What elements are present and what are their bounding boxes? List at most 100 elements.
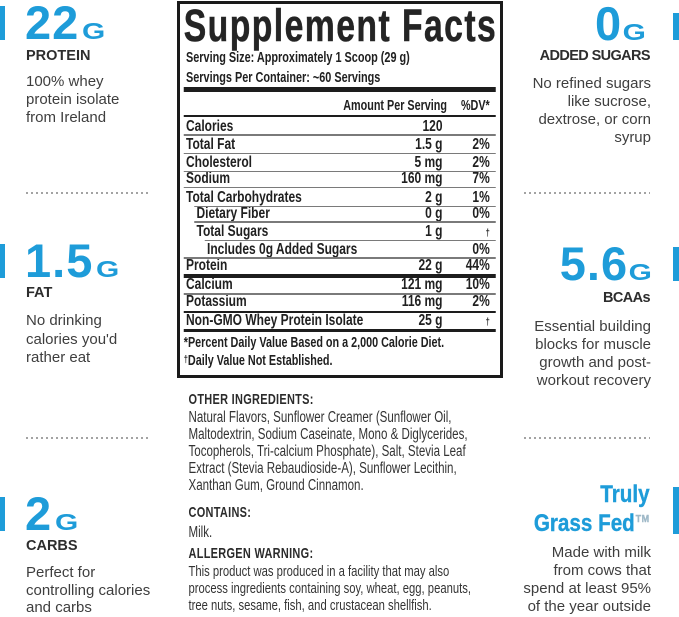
nutrient-dv: 1% <box>472 189 490 207</box>
description-line: and carbs <box>26 598 92 616</box>
table-row: Potassium 116 mg 2% <box>180 294 500 311</box>
callout-number: 1.5 <box>25 233 94 287</box>
column-header-dv: %DV* <box>460 98 490 114</box>
cropped-number-fragment <box>673 13 679 40</box>
table-row: Total Sugars 1 g † <box>180 222 500 241</box>
divider-rule <box>183 134 496 136</box>
table-row: Calcium 121 mg 10% <box>180 275 500 294</box>
nutrient-amount: 5 mg <box>414 153 443 171</box>
callout-description: Made with milk from cows that spend at l… <box>523 544 651 616</box>
nutrient-dv: † <box>485 228 490 240</box>
callout-number: 2 <box>25 486 53 540</box>
callout-unit: G <box>622 18 646 45</box>
callout-label: CARBS <box>26 537 78 554</box>
ingredients-line: Extract (Stevia Rebaudioside-A), Sunflow… <box>188 459 457 477</box>
divider-rule <box>183 114 496 117</box>
callout-label: BCAAs <box>603 289 651 306</box>
allergen-line: tree nuts, sesame, fish, and crustacean … <box>188 596 432 614</box>
other-ingredients-text: Natural Flavors, Sunflower Creamer (Sunf… <box>189 409 468 494</box>
nutrient-amount: 160 mg <box>401 170 443 188</box>
callout-description: Essential building blocks for muscle gro… <box>534 318 651 390</box>
serving-size: Serving Size: Approximately 1 Scoop (29 … <box>186 49 410 66</box>
nutrient-name: Cholesterol <box>186 153 253 171</box>
description-line: calories you'd <box>26 330 118 348</box>
callout-description: No drinking calories you'd rather eat <box>26 312 117 368</box>
nutrient-amount: 0 g <box>425 205 443 223</box>
callout-unit: G <box>55 508 79 535</box>
nutrient-amount: 120 <box>422 117 443 135</box>
description-line: workout recovery <box>536 372 651 390</box>
allergen-line: This product was produced in a facility … <box>188 562 450 580</box>
column-header-amount: Amount Per Serving <box>343 98 447 114</box>
ingredients-sections: OTHER INGREDIENTS: Natural Flavors, Sunf… <box>187 0 577 617</box>
divider-rule <box>183 186 496 188</box>
footnote-dagger: †Daily Value Not Established. <box>184 354 333 368</box>
nutrient-name: Calcium <box>186 275 233 293</box>
callout-label: ADDED SUGARS <box>539 47 651 64</box>
panel-content: Supplement Facts Serving Size: Approxima… <box>180 0 500 375</box>
nutrient-name: Dietary Fiber <box>196 205 270 223</box>
nutrient-name: Total Sugars <box>196 222 269 240</box>
description-line: Essential building <box>534 318 651 336</box>
table-row: Includes 0g Added Sugars 0% <box>180 240 500 259</box>
nutrient-amount: 121 mg <box>401 275 443 293</box>
table-row: Cholesterol 5 mg 2% <box>180 153 500 172</box>
allergen-line: process ingredients containing soy, whea… <box>188 579 471 597</box>
cropped-number-fragment <box>0 243 5 278</box>
divider-rule <box>194 221 496 223</box>
ingredients-line: Tocopherols, Tri-calcium Phosphate), Sal… <box>188 442 466 460</box>
callout-description: No refined sugars like sucrose, dextrose… <box>533 75 651 147</box>
callout-value: 5.6G <box>560 240 652 287</box>
cropped-number-fragment <box>0 496 5 531</box>
nutrient-name: Non-GMO Whey Protein Isolate <box>186 311 364 329</box>
trademark-symbol: TM <box>636 513 650 526</box>
description-line: dextrose, or corn <box>538 110 651 128</box>
callout-description: 100% whey protein isolate from Ireland <box>26 73 119 127</box>
nutrient-amount: 2 g <box>425 189 443 207</box>
ingredients-line: Maltodextrin, Sodium Caseinate, Mono & D… <box>188 425 468 443</box>
description-line: No refined sugars <box>532 74 651 92</box>
thick-divider <box>183 86 496 92</box>
footnote-dagger-text: Daily Value Not Established. <box>187 353 333 370</box>
dotted-separator <box>524 192 650 194</box>
table-row: Non-GMO Whey Protein Isolate 25 g † <box>180 311 500 330</box>
nutrient-name: Sodium <box>186 170 231 188</box>
description-line: blocks for muscle <box>535 336 651 354</box>
contains-text: Milk. <box>188 523 213 541</box>
nutrient-dv: 10% <box>465 275 490 293</box>
description-line: syrup <box>614 128 651 146</box>
nutrient-name: Includes 0g Added Sugars <box>207 240 358 258</box>
ingredients-line: Xanthan Gum, Ground Cinnamon. <box>188 476 364 494</box>
nutrient-dv: 2% <box>472 153 490 171</box>
divider-rule <box>183 257 496 259</box>
callout-number: 0 <box>594 0 623 50</box>
cropped-number-fragment <box>673 247 679 281</box>
divider-rule <box>183 293 496 295</box>
nutrient-dv: 0% <box>472 205 490 223</box>
callout-value: 1.5 G <box>25 233 120 287</box>
description-line: rather eat <box>26 349 91 366</box>
nutrient-dv: 7% <box>472 170 490 188</box>
callout-number: 22 <box>25 0 80 50</box>
servings-per-container: Servings Per Container: ~60 Servings <box>186 69 381 86</box>
divider-rule <box>183 310 496 314</box>
nutrient-amount: 116 mg <box>401 293 443 311</box>
table-row: Total Fat 1.5 g 2% <box>180 135 500 154</box>
allergen-warning-text: This product was produced in a facility … <box>189 563 471 614</box>
dagger-symbol: † <box>183 354 188 366</box>
nutrient-amount: 1 g <box>425 222 443 240</box>
callout-label: FAT <box>26 285 53 302</box>
nutrient-amount: 1.5 g <box>415 135 443 153</box>
nutrient-dv: 2% <box>472 135 490 153</box>
description-line: protein isolate <box>26 90 120 108</box>
callout-unit: G <box>628 259 652 286</box>
contains-heading: CONTAINS: <box>188 504 252 521</box>
panel-title: Supplement Facts <box>183 0 498 52</box>
nutrient-dv: 0% <box>472 240 490 258</box>
table-row: Total Carbohydrates 2 g 1% <box>180 190 500 207</box>
nutrient-amount: 25 g <box>418 311 443 329</box>
callout-value: 0G <box>595 0 646 47</box>
grass-fed-title-line2: Grass Fed <box>534 510 636 538</box>
